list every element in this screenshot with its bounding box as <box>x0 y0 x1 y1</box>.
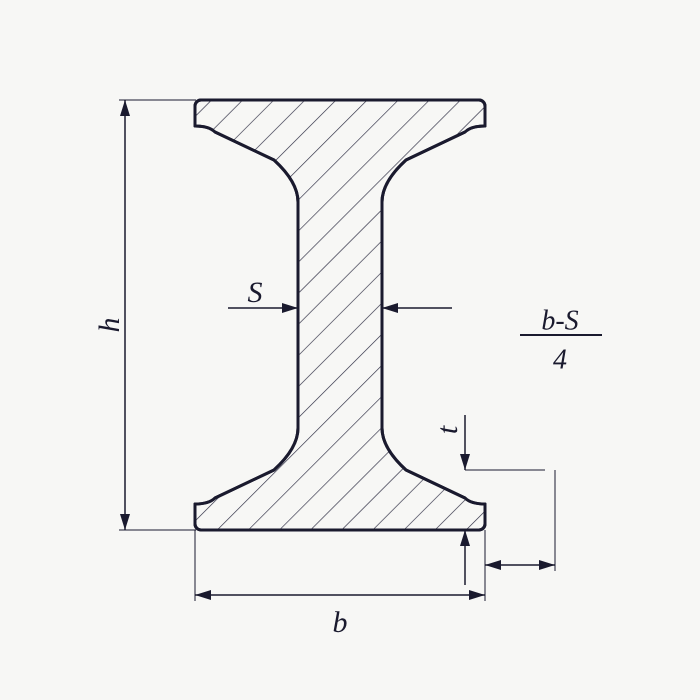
label-b: b <box>333 606 348 639</box>
label-formula-den: 4 <box>553 344 567 375</box>
ibeam-cross-section-diagram: h b Sb-S 4 t <box>0 0 700 700</box>
label-h: h <box>93 318 126 333</box>
label-formula-num: b-S <box>541 305 578 336</box>
section-hatch <box>190 95 490 535</box>
label-S: S <box>248 276 263 309</box>
label-t: t <box>431 425 464 434</box>
